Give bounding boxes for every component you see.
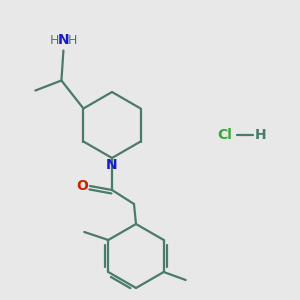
Text: Cl: Cl <box>218 128 232 142</box>
Text: O: O <box>76 179 88 193</box>
Text: N: N <box>58 34 69 47</box>
Text: N: N <box>106 158 118 172</box>
Text: H: H <box>68 34 77 47</box>
Text: H: H <box>50 34 59 47</box>
Text: H: H <box>255 128 267 142</box>
